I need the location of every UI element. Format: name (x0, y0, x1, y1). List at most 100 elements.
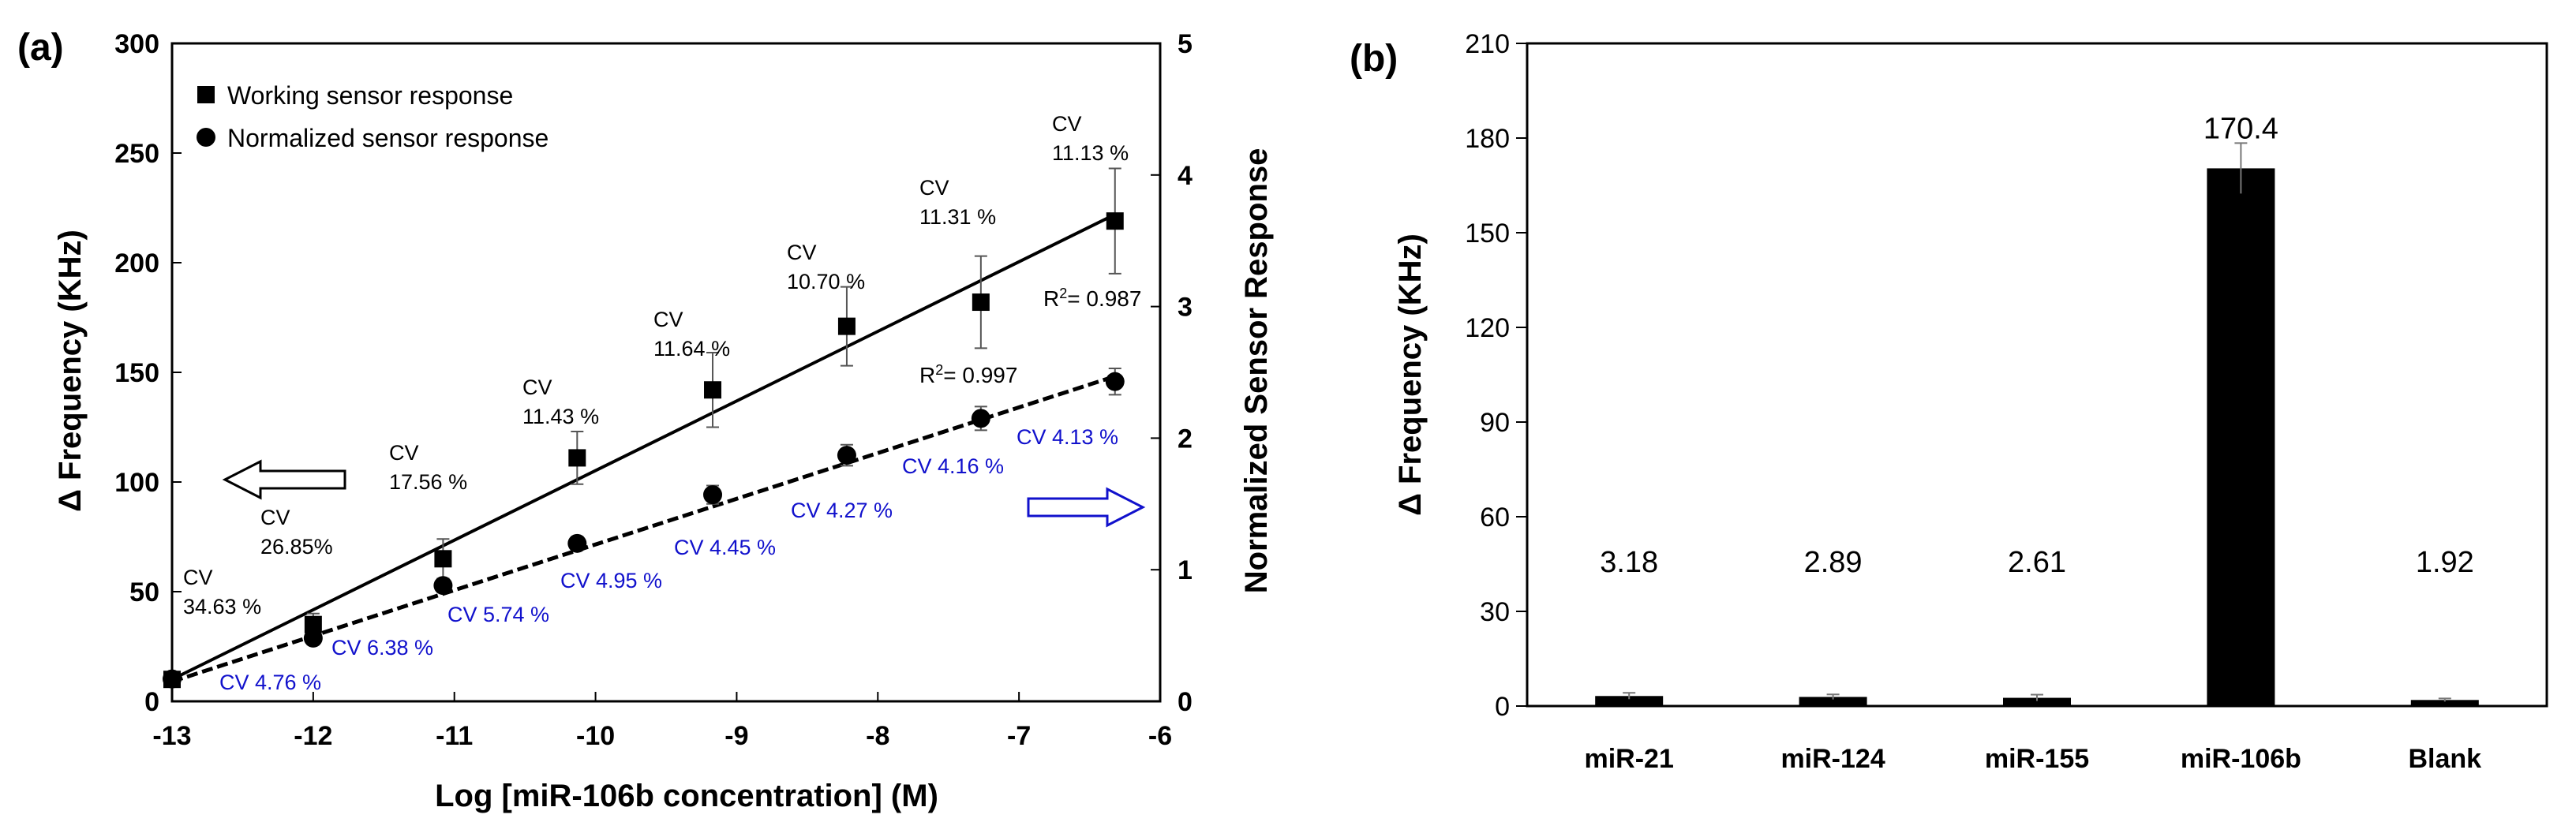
y-left-tick-label: 250 (114, 139, 159, 169)
normalized-point (567, 533, 587, 553)
cv-label-normalized: CV 6.38 % (331, 636, 433, 660)
panel-b-y-tick-label: 30 (1480, 597, 1510, 627)
panel-a-label: (a) (17, 27, 64, 69)
y-left-tick-label: 0 (144, 687, 159, 717)
normalized-point (163, 669, 182, 689)
legend-circle-marker (197, 128, 215, 147)
legend-working: Working sensor response (227, 81, 513, 110)
cv-value-working: 11.64 % (653, 337, 730, 361)
normalized-point (703, 485, 723, 505)
legend-normalized: Normalized sensor response (227, 124, 549, 152)
cv-label-working: CV (183, 566, 213, 589)
cv-label-normalized: CV 5.74 % (447, 603, 549, 626)
working-point (972, 293, 990, 312)
x-tick-label: -12 (294, 721, 332, 751)
cv-label-working: CV (389, 441, 419, 465)
x-tick-label: -7 (1007, 721, 1031, 751)
panel-b-plot-frame (1526, 42, 2548, 708)
y-right-tick-label: 4 (1178, 161, 1193, 191)
panel-a: (a) -13 -12 -11 -10 -9 -8 -7 -60501001502002503… (17, 27, 1274, 813)
panel-b-label: (b) (1350, 38, 1398, 80)
legend: Working sensor response Normalized senso… (197, 81, 549, 152)
cv-value-working: 17.56 % (389, 470, 467, 494)
cv-value-working: 11.13 % (1052, 141, 1129, 165)
normalized-point (433, 576, 453, 596)
cv-label-normalized: CV 4.76 % (219, 671, 321, 694)
y-right-tick-label: 1 (1178, 555, 1193, 585)
cv-value-working: 11.31 % (919, 205, 996, 229)
bar-value-label: 2.89 (1804, 546, 1863, 579)
bar-value-label: 3.18 (1600, 546, 1658, 579)
panel-b-y-axis-title: Δ Frequency (KHz) (1393, 234, 1428, 516)
cv-label-working: CV (260, 506, 290, 529)
y-left-tick-label: 50 (129, 577, 159, 607)
cv-value-working: 11.43 % (522, 405, 599, 428)
cv-value-working: 10.70 % (787, 270, 865, 293)
r2-working: R2= 0.987 (1043, 286, 1141, 311)
cv-label-working: CV (522, 376, 552, 399)
bar (2410, 700, 2479, 706)
y-left-axis-title: Δ Frequency (KHz) (53, 230, 88, 512)
working-point (704, 381, 722, 399)
working-point (304, 615, 322, 633)
y-right-tick-label: 0 (1178, 687, 1193, 717)
bar-category-label: miR-155 (1985, 744, 2089, 774)
working-point (568, 449, 586, 467)
y-left-tick-label: 200 (114, 248, 159, 278)
y-right-tick-label: 3 (1178, 293, 1193, 323)
fit-line-working (171, 213, 1116, 681)
normalized-point (1105, 372, 1125, 391)
y-right-tick-label: 2 (1178, 424, 1193, 454)
cv-label-working: CV (1052, 112, 1082, 136)
normalized-point (971, 409, 990, 428)
bar-category-label: miR-106b (2181, 744, 2301, 774)
normalized-point (837, 446, 856, 465)
panel-b-y-tick-label: 120 (1465, 313, 1510, 343)
bar (2207, 168, 2275, 706)
bar-value-label: 2.61 (2008, 546, 2066, 579)
bar (1799, 697, 1867, 706)
cv-value-working: 26.85% (260, 535, 333, 559)
panel-b-bars: 3.18 miR-21 2.89 miR-124 2.61 miR-155 170.4 miR… (1585, 112, 2482, 774)
y-left-tick-label: 150 (114, 358, 159, 388)
bar-category-label: Blank (2409, 744, 2482, 774)
panel-a-fit-lines (171, 213, 1116, 684)
x-tick-label: -13 (152, 721, 191, 751)
r2-normalized: R2= 0.997 (919, 362, 1017, 387)
panel-b-y-tick-label: 60 (1480, 503, 1510, 532)
normalized-point (303, 628, 323, 648)
x-axis-title: Log [miR-106b concentration] (M) (435, 779, 938, 813)
cv-label-working: CV (919, 176, 949, 200)
fit-line-normalized (171, 374, 1116, 684)
panel-b-y-tick-label: 180 (1465, 124, 1510, 154)
y-right-tick-label: 5 (1178, 29, 1193, 59)
x-tick-label: -8 (866, 721, 889, 751)
x-tick-label: -9 (724, 721, 748, 751)
cv-label-working: CV (787, 241, 817, 264)
cv-label-normalized: CV 4.13 % (1017, 425, 1118, 449)
panel-b-y-tick-label: 210 (1465, 29, 1510, 59)
panel-b-y-tick-label: 90 (1480, 408, 1510, 438)
left-axis-arrow-icon (222, 459, 346, 500)
y-left-tick-label: 100 (114, 468, 159, 498)
bar-value-label: 1.92 (2416, 546, 2474, 579)
working-point (837, 317, 856, 335)
cv-label-normalized: CV 4.16 % (902, 454, 1004, 478)
cv-label-normalized: CV 4.27 % (791, 499, 893, 522)
panel-b-axes: 0 30 60 90 120 150 180 210 (1465, 29, 1527, 722)
x-tick-label: -11 (436, 721, 473, 751)
cv-label-normalized: CV 4.95 % (560, 569, 662, 592)
bar-category-label: miR-124 (1780, 744, 1885, 774)
bar (2003, 697, 2071, 706)
panel-b-y-tick-label: 150 (1465, 219, 1510, 248)
working-point (434, 550, 452, 568)
panel-b: (b) 0 30 60 90 120 150 180 210 3.18 miR-21 2.89 mi… (1350, 29, 2548, 774)
panel-a-axes: -13 -12 -11 -10 -9 -8 -7 -605010015020025030001… (114, 29, 1193, 751)
legend-square-marker (197, 86, 215, 103)
cv-value-working: 34.63 % (183, 595, 261, 618)
cv-label-normalized: CV 4.45 % (674, 536, 776, 559)
bar-value-label: 170.4 (2203, 112, 2278, 145)
y-left-tick-label: 300 (114, 29, 159, 59)
panel-a-markers (163, 212, 1125, 689)
x-tick-label: -10 (576, 721, 615, 751)
